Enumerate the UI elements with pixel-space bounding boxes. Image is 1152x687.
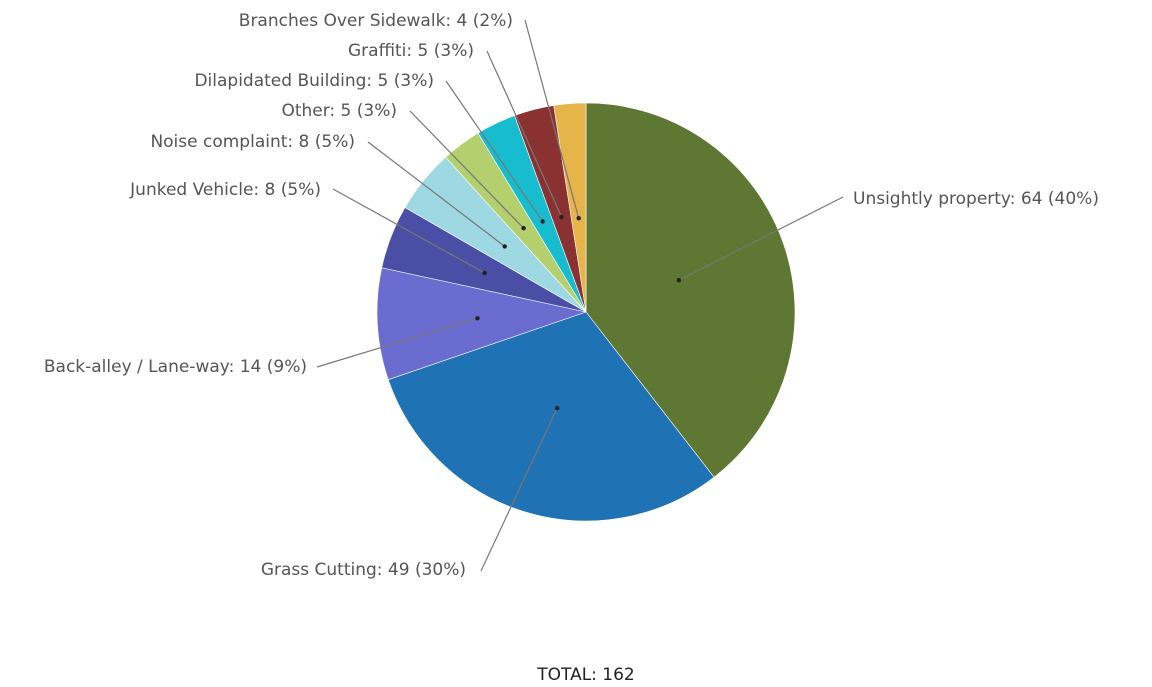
slice-label-grass-cutting: Grass Cutting: 49 (30%) bbox=[261, 560, 466, 580]
slice-label-dilapidated-building: Dilapidated Building: 5 (3%) bbox=[194, 71, 434, 91]
leader-line-grass-cutting bbox=[480, 407, 558, 572]
leader-line-back-alley-lane-way bbox=[316, 317, 478, 368]
pie-slices bbox=[376, 102, 796, 522]
leader-dot-dilapidated-building bbox=[540, 219, 545, 224]
leader-line-junked-vehicle bbox=[332, 188, 485, 274]
total-label: TOTAL: 162 bbox=[536, 665, 635, 685]
slice-label-back-alley-lane-way: Back-alley / Lane-way: 14 (9%) bbox=[44, 357, 307, 377]
leader-line-graffiti bbox=[486, 50, 563, 218]
leader-dot-noise-complaint bbox=[502, 244, 507, 249]
pie-slice-back-alley-lane-way[interactable] bbox=[376, 267, 588, 381]
slice-label-other: Other: 5 (3%) bbox=[281, 101, 397, 121]
pie-slice-grass-cutting[interactable] bbox=[387, 311, 715, 522]
leader-line-other bbox=[409, 110, 525, 229]
leader-dot-grass-cutting bbox=[555, 405, 560, 411]
leader-line-dilapidated-building bbox=[445, 80, 544, 222]
slice-labels: Unsightly property: 64 (40%) Grass Cuttin… bbox=[44, 11, 1099, 580]
leader-dot-graffiti bbox=[559, 214, 564, 220]
leader-lines bbox=[316, 19, 844, 572]
leader-dot-junked-vehicle bbox=[482, 270, 487, 276]
slice-label-graffiti: Graffiti: 5 (3%) bbox=[348, 41, 474, 61]
leader-line-branches-over-sidewalk bbox=[524, 19, 580, 219]
pie-slice-unsightly-property[interactable] bbox=[585, 102, 796, 478]
slice-label-noise-complaint: Noise complaint: 8 (5%) bbox=[150, 132, 355, 152]
leader-line-noise-complaint bbox=[367, 141, 506, 247]
slice-label-junked-vehicle: Junked Vehicle: 8 (5%) bbox=[129, 180, 321, 200]
leader-dot-back-alley-lane-way bbox=[475, 316, 480, 321]
slice-label-branches-over-sidewalk: Branches Over Sidewalk: 4 (2%) bbox=[239, 11, 513, 31]
leader-line-unsightly-property bbox=[678, 196, 844, 281]
slice-label-unsightly-property: Unsightly property: 64 (40%) bbox=[853, 189, 1099, 209]
leader-dot-unsightly-property bbox=[676, 278, 682, 283]
leader-dot-other bbox=[521, 226, 526, 231]
leader-dot-branches-over-sidewalk bbox=[576, 216, 581, 221]
